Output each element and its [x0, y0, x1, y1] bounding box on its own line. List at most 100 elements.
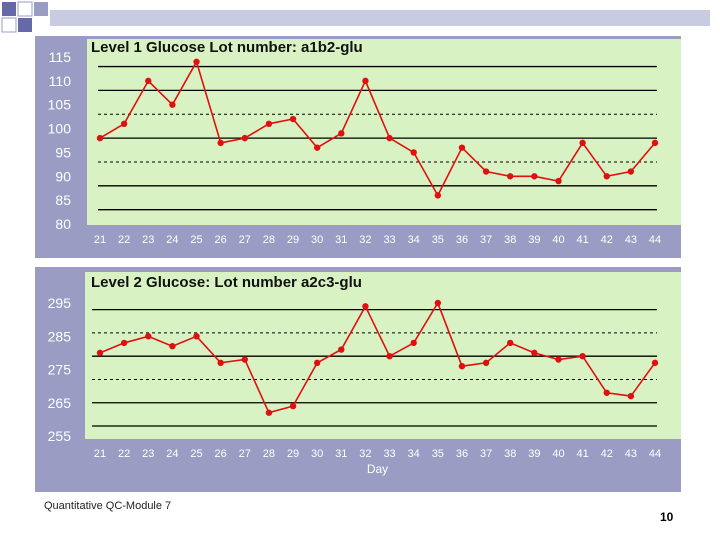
- level1-point-42: [603, 173, 610, 180]
- level2-xtick-35: 35: [432, 448, 444, 460]
- level1-point-39: [531, 173, 538, 180]
- level2-xtick-43: 43: [625, 448, 637, 460]
- level1-point-34: [410, 149, 417, 156]
- level2-xtick-31: 31: [335, 448, 347, 460]
- level2-xtick-24: 24: [166, 448, 178, 460]
- level1-point-38: [507, 173, 514, 180]
- level2-xtick-32: 32: [359, 448, 371, 460]
- level2-point-40: [555, 356, 562, 363]
- level1-point-28: [265, 120, 273, 128]
- level2-point-37: [482, 359, 490, 367]
- level2-point-32: [362, 303, 369, 310]
- level1-xtick-38: 38: [504, 234, 516, 246]
- level2-point-44: [651, 359, 659, 367]
- level2-point-27: [241, 356, 248, 363]
- level1-ytick-110: 110: [49, 73, 72, 89]
- level2-xtick-37: 37: [480, 448, 492, 460]
- level2-point-28: [265, 409, 273, 416]
- level2-ytick-295: 295: [48, 295, 72, 311]
- level1-plot-area: [87, 39, 681, 225]
- level1-xtick-42: 42: [601, 234, 613, 246]
- level1-point-26: [217, 139, 224, 147]
- level1-xtick-41: 41: [576, 234, 588, 246]
- chart-panel-level2: Level 2 Glucose: Lot number a2c3-glu 255 2…: [35, 267, 681, 492]
- level1-point-40: [555, 177, 562, 185]
- level2-point-25: [193, 333, 200, 340]
- level1-xtick-37: 37: [480, 234, 492, 246]
- level2-xtick-21: 21: [94, 448, 106, 460]
- chart-level1: Level 1 Glucose Lot number: a1b2-glu 80 85…: [48, 39, 681, 246]
- level2-point-26: [217, 359, 224, 367]
- level1-xtick-34: 34: [408, 234, 420, 246]
- level1-ytick-85: 85: [55, 192, 71, 208]
- level1-point-32: [362, 77, 369, 85]
- level2-xtick-25: 25: [190, 448, 202, 460]
- level2-xtick-40: 40: [552, 448, 564, 460]
- level1-ytick-100: 100: [48, 121, 72, 137]
- level1-point-41: [579, 139, 586, 147]
- level2-xtick-27: 27: [239, 448, 251, 460]
- level2-xtick-39: 39: [528, 448, 540, 460]
- chart-level2: Level 2 Glucose: Lot number a2c3-glu 255 2…: [48, 272, 681, 476]
- level1-point-33: [386, 134, 393, 142]
- level1-point-30: [313, 144, 321, 151]
- level2-series-line-0: [99, 301, 656, 414]
- level2-title: Level 2 Glucose: Lot number a2c3-glu: [91, 274, 362, 291]
- level1-xtick-30: 30: [311, 234, 323, 246]
- level1-xtick-27: 27: [239, 234, 251, 246]
- level2-point-24: [169, 343, 176, 350]
- level2-plot-area: [85, 272, 681, 439]
- level2-point-36: [458, 362, 466, 370]
- level1-point-44: [651, 139, 659, 147]
- level2-ytick-255: 255: [48, 428, 72, 444]
- level2-xtick-44: 44: [649, 448, 661, 460]
- level2-point-35: [434, 299, 442, 307]
- level2-xtick-34: 34: [408, 448, 420, 460]
- level1-title: Level 1 Glucose Lot number: a1b2-glu: [91, 39, 363, 56]
- level1-point-29: [289, 115, 297, 123]
- level2-xtick-36: 36: [456, 448, 468, 460]
- level2-point-41: [579, 353, 586, 360]
- level1-xtick-33: 33: [383, 234, 395, 246]
- level1-point-37: [482, 168, 490, 175]
- level2-point-31: [338, 346, 345, 353]
- level1-xtick-23: 23: [142, 234, 154, 246]
- level1-ytick-105: 105: [48, 97, 72, 113]
- level1-xtick-24: 24: [166, 234, 178, 246]
- level1-xtick-25: 25: [190, 234, 202, 246]
- level1-point-31: [338, 130, 345, 137]
- page-number: 10: [660, 510, 674, 524]
- level2-point-33: [386, 353, 393, 360]
- level1-xtick-21: 21: [94, 234, 106, 246]
- level2-point-30: [313, 359, 321, 367]
- level1-point-25: [193, 58, 200, 65]
- level1-point-24: [169, 101, 176, 108]
- level1-xtick-36: 36: [456, 234, 468, 246]
- level1-ytick-80: 80: [55, 216, 71, 232]
- level2-point-29: [289, 402, 297, 410]
- level1-xtick-26: 26: [215, 234, 227, 246]
- level2-xtick-22: 22: [118, 448, 130, 460]
- level2-point-39: [531, 349, 538, 357]
- level2-point-34: [410, 339, 417, 347]
- level2-xtick-38: 38: [504, 448, 516, 460]
- level1-point-36: [458, 144, 466, 151]
- decorative-squares: [1, 1, 710, 33]
- level2-ytick-275: 275: [48, 362, 72, 378]
- level2-xtick-28: 28: [263, 448, 275, 460]
- level2-point-22: [120, 339, 128, 347]
- level1-xtick-22: 22: [118, 234, 130, 246]
- level1-point-43: [627, 168, 635, 175]
- level2-ytick-285: 285: [48, 328, 72, 344]
- level2-point-21: [96, 349, 104, 357]
- level2-xlabel: Day: [367, 462, 388, 476]
- level2-xtick-42: 42: [601, 448, 613, 460]
- level2-ytick-265: 265: [48, 395, 72, 411]
- chart-panel-level1: Level 1 Glucose Lot number: a1b2-glu 80 85…: [35, 36, 681, 258]
- level1-series-line-0: [99, 59, 656, 198]
- level2-xtick-33: 33: [383, 448, 395, 460]
- level1-xtick-29: 29: [287, 234, 299, 246]
- level1-ytick-115: 115: [49, 49, 72, 65]
- level1-ytick-95: 95: [55, 144, 71, 160]
- level2-xtick-41: 41: [576, 448, 588, 460]
